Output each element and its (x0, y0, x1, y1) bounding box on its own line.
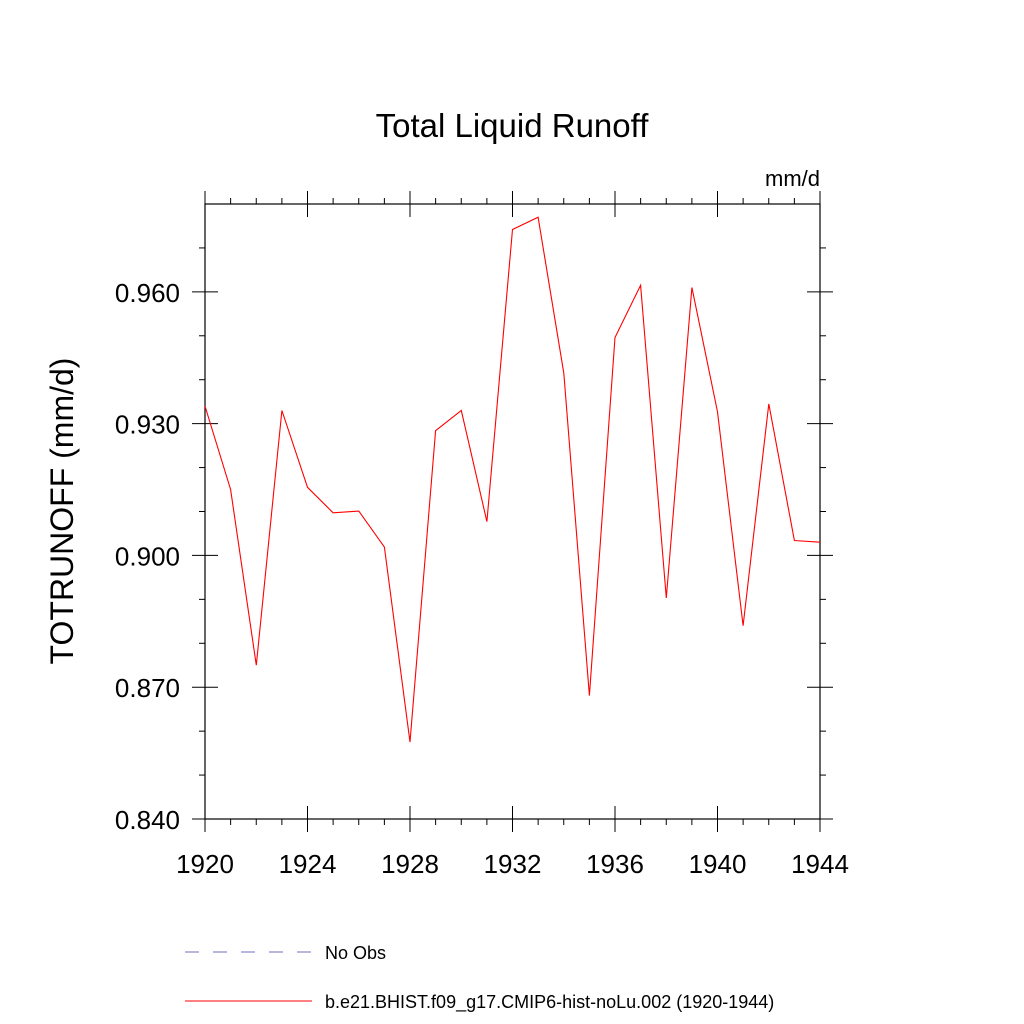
y-tick-labels: 0.840 0.870 0.900 0.930 0.960 (115, 278, 180, 835)
legend-label-no-obs: No Obs (325, 943, 386, 963)
x-tick-label: 1932 (484, 849, 542, 879)
x-tick-label: 1928 (381, 849, 439, 879)
series-line (204, 216, 821, 743)
units-label: mm/d (765, 166, 820, 191)
x-tick-label: 1940 (689, 849, 747, 879)
x-tick-label: 1936 (586, 849, 644, 879)
y-tick-label: 0.930 (115, 410, 180, 440)
y-tick-label: 0.900 (115, 541, 180, 571)
legend: No Obs b.e21.BHIST.f09_g17.CMIP6-hist-no… (185, 943, 774, 1013)
plot-frame (204, 203, 821, 820)
x-tick-label: 1920 (176, 849, 234, 879)
x-tick-label: 1944 (791, 849, 849, 879)
series-lines (204, 216, 821, 743)
legend-label-model: b.e21.BHIST.f09_g17.CMIP6-hist-noLu.002 … (325, 992, 774, 1013)
axis-ticks (192, 191, 833, 832)
y-tick-label: 0.870 (115, 673, 180, 703)
y-axis-label: TOTRUNOFF (mm/d) (44, 358, 80, 665)
x-tick-labels: 1920 1924 1928 1932 1936 1940 1944 (176, 849, 849, 879)
x-tick-label: 1924 (279, 849, 337, 879)
chart-title: Total Liquid Runoff (376, 107, 650, 144)
y-tick-label: 0.840 (115, 805, 180, 835)
y-tick-label: 0.960 (115, 278, 180, 308)
